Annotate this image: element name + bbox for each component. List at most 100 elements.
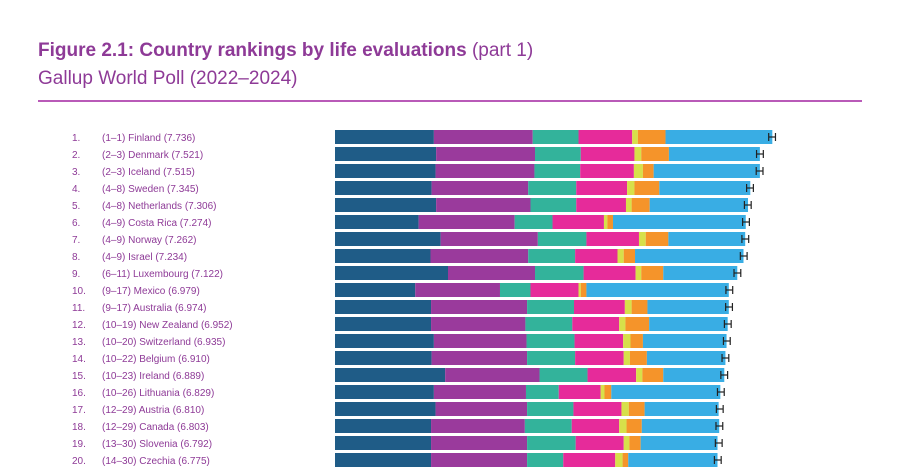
bar-segment [552,215,604,229]
bar-segment [430,249,529,263]
bar-segment [631,300,648,314]
bar-segment [600,385,605,399]
bar-segment [335,266,448,280]
error-bar [721,354,730,362]
bar-segment [621,402,629,416]
bar-segment [335,436,432,450]
bar-segment [640,436,718,450]
bar-segment [604,385,612,399]
row-rank: 18. [72,422,86,433]
row-label: (4–8) Sweden (7.345) [102,184,199,195]
bar-segment [668,232,746,246]
row-rank: 7. [72,235,80,246]
bar-segment [335,249,431,263]
bar-segment [612,215,746,229]
bar-segment [626,419,642,433]
bar-segment [636,368,643,382]
bar-segment [644,402,719,416]
error-bar [743,201,752,209]
row-rank: 5. [72,201,80,212]
bar-segment [663,368,725,382]
bar-segment [435,164,535,178]
bar-segment [527,436,576,450]
bar-segment [578,283,581,297]
error-bar [755,167,764,175]
row-label: (12–29) Austria (6.810) [102,405,204,416]
bar-segment [571,419,620,433]
bar-segment [530,198,577,212]
bar-segment [583,266,636,280]
error-bar [755,150,764,158]
bar-segment [575,436,624,450]
figure-title-bold: Figure 2.1: Country rankings by life eva… [38,40,467,61]
row-rank: 20. [72,456,86,467]
bar-segment [576,181,628,195]
bar-segment [532,130,579,144]
bar-segment [431,419,525,433]
row-rank: 11. [72,303,85,314]
bar-segment [603,215,608,229]
error-bar [713,456,722,464]
bar-segment [335,351,432,365]
row-rank: 15. [72,371,86,382]
bar-segment [528,181,577,195]
bar-segment [335,402,436,416]
error-bar [725,286,734,294]
bar-segment [431,300,528,314]
error-bar [714,439,723,447]
row-rank: 16. [72,388,86,399]
bar-segment [514,215,553,229]
bar-segment [576,198,626,212]
bar-segment [335,130,434,144]
row-rank: 10. [72,286,86,297]
bar-segment [573,402,622,416]
row-label: (6–11) Luxembourg (7.122) [102,269,223,280]
row-label: (2–3) Iceland (7.515) [102,167,195,178]
row-label: (4–9) Norway (7.262) [102,235,196,246]
bar-segment [631,198,650,212]
bar-segment [629,436,641,450]
row-rank: 3. [72,167,80,178]
bar-segment [431,181,529,195]
bar-segment [335,198,437,212]
bar-segment [528,249,576,263]
bar-segment [659,181,751,195]
bar-segment [527,351,576,365]
bar-segment [433,385,526,399]
row-rank: 12. [72,320,86,331]
bar-segment [335,368,446,382]
bar-segment [611,385,721,399]
error-bar [716,388,725,396]
bar-segment [448,266,536,280]
bar-segment [335,334,434,348]
bar-segment [525,317,573,331]
bar-segment [433,334,527,348]
bar-segment [335,215,419,229]
row-rank: 2. [72,150,80,161]
bar-segment [530,283,579,297]
bar-segment [586,283,729,297]
bar-segment [527,300,574,314]
bar-segment [573,300,625,314]
row-label: (1–1) Finland (7.736) [102,133,195,144]
bar-segment [637,130,666,144]
bar-segment [641,419,720,433]
bar-segment [665,130,773,144]
row-rank: 17. [72,405,86,416]
bar-segment [623,351,630,365]
bar-segment [499,283,531,297]
row-rank: 4. [72,184,80,195]
bar-segment [418,215,515,229]
error-bar [715,422,724,430]
bar-segment [525,385,559,399]
bar-segment [628,453,718,467]
error-bar [746,184,754,192]
bar-segment [646,351,726,365]
bar-segment [431,317,526,331]
row-label: (2–3) Denmark (7.521) [102,150,203,161]
row-label: (9–17) Australia (6.974) [102,303,207,314]
bar-segment [535,147,581,161]
bar-segment [635,266,642,280]
error-bar [723,320,732,328]
figure-title-part: (part 1) [471,40,534,61]
